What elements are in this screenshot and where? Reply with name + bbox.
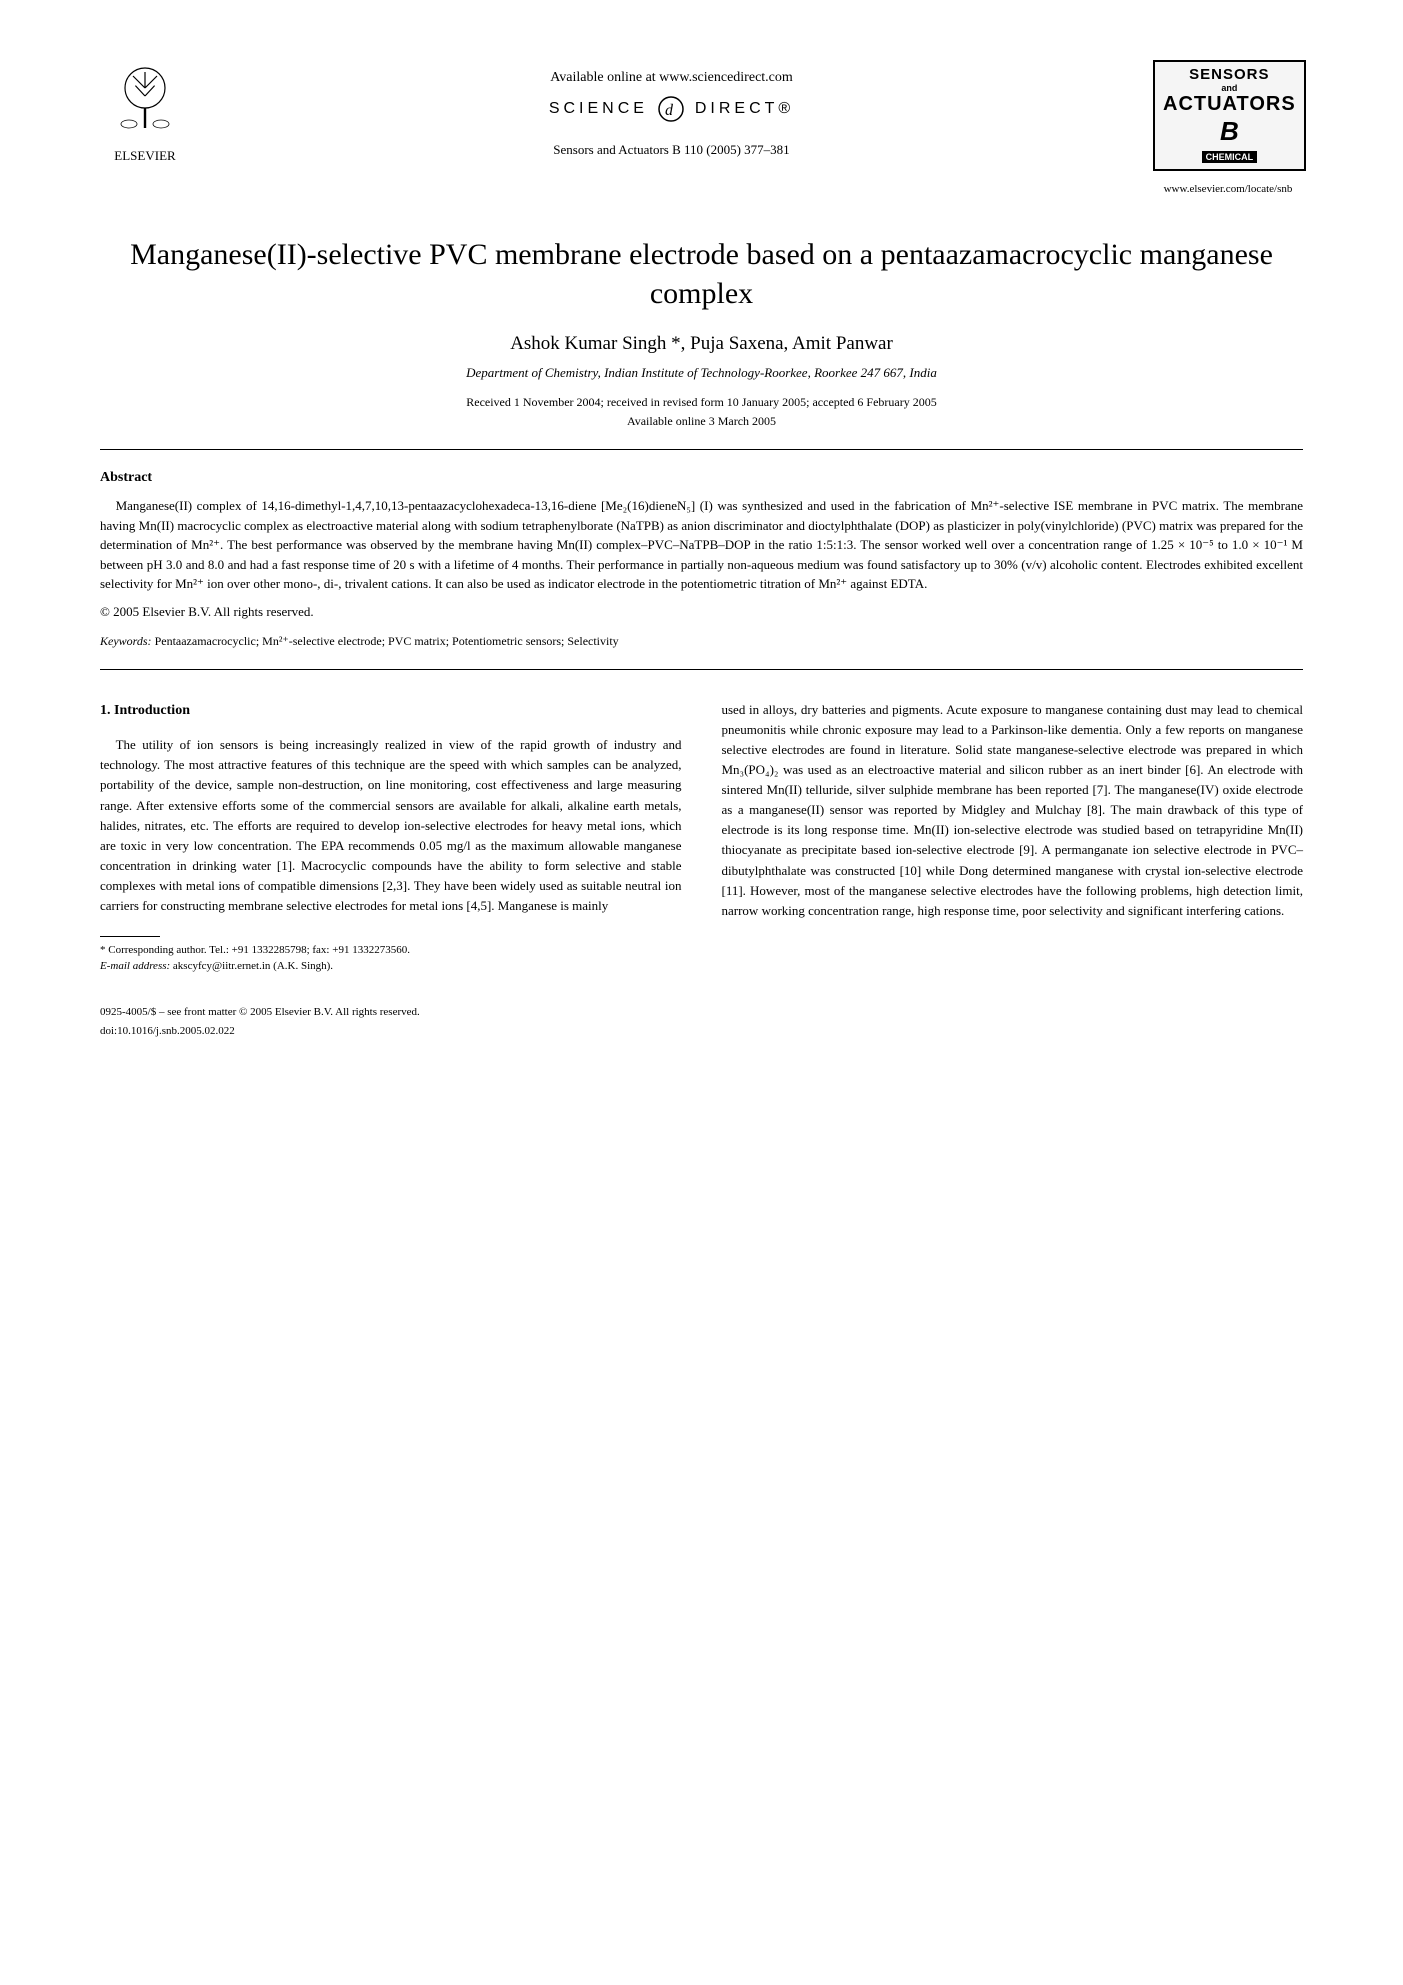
received-dates: Received 1 November 2004; received in re… [100, 395, 1303, 410]
keywords: Keywords: Pentaazamacrocyclic; Mn²⁺-sele… [100, 634, 1303, 649]
journal-actuators: ACTUATORS [1163, 93, 1296, 116]
body-columns: 1. Introduction The utility of ion senso… [100, 700, 1303, 1041]
elsevier-tree-icon [105, 60, 185, 140]
abstract-text: Manganese(II) complex of 14,16-dimethyl-… [100, 496, 1303, 594]
sciencedirect-brand: SCIENCE d DIRECT® [190, 94, 1153, 124]
intro-para-right: used in alloys, dry batteries and pigmen… [722, 700, 1304, 922]
header-center: Available online at www.sciencedirect.co… [190, 60, 1153, 158]
elsevier-text: ELSEVIER [100, 148, 190, 164]
journal-url: www.elsevier.com/locate/snb [1153, 183, 1303, 195]
journal-chemical: CHEMICAL [1202, 151, 1258, 163]
email-value: akscyfcy@iitr.ernet.in (A.K. Singh). [173, 960, 333, 972]
page-header: ELSEVIER Available online at www.science… [100, 60, 1303, 195]
sciencedirect-text: SCIENCE [549, 100, 648, 117]
elsevier-logo: ELSEVIER [100, 60, 190, 164]
left-column: 1. Introduction The utility of ion senso… [100, 700, 682, 1041]
divider [100, 669, 1303, 670]
journal-b: B [1163, 116, 1296, 147]
svg-text:d: d [665, 102, 677, 119]
email-footnote: E-mail address: akscyfcy@iitr.ernet.in (… [100, 959, 682, 974]
right-column: used in alloys, dry batteries and pigmen… [722, 700, 1304, 1041]
available-date: Available online 3 March 2005 [100, 414, 1303, 429]
intro-heading: 1. Introduction [100, 700, 682, 722]
keywords-text: Pentaazamacrocyclic; Mn²⁺-selective elec… [155, 634, 619, 648]
journal-logo-box: SENSORS and ACTUATORS B CHEMICAL [1153, 60, 1306, 171]
divider [100, 449, 1303, 450]
footnote-divider [100, 936, 160, 937]
keywords-label: Keywords: [100, 634, 152, 648]
journal-reference: Sensors and Actuators B 110 (2005) 377–3… [190, 142, 1153, 158]
email-label: E-mail address: [100, 960, 170, 972]
issn-line: 0925-4005/$ – see front matter © 2005 El… [100, 1004, 682, 1021]
authors: Ashok Kumar Singh *, Puja Saxena, Amit P… [100, 333, 1303, 355]
sciencedirect-text2: DIRECT® [695, 100, 794, 117]
article-title: Manganese(II)-selective PVC membrane ele… [100, 235, 1303, 313]
journal-sensors: SENSORS [1163, 66, 1296, 83]
corresponding-footnote: * Corresponding author. Tel.: +91 133228… [100, 943, 682, 958]
journal-logo: SENSORS and ACTUATORS B CHEMICAL www.els… [1153, 60, 1303, 195]
journal-and: and [1163, 83, 1296, 93]
abstract-heading: Abstract [100, 470, 1303, 486]
affiliation: Department of Chemistry, Indian Institut… [100, 365, 1303, 381]
intro-para-left: The utility of ion sensors is being incr… [100, 735, 682, 916]
abstract-copyright: © 2005 Elsevier B.V. All rights reserved… [100, 604, 1303, 620]
sciencedirect-icon: d [656, 94, 686, 124]
doi-line: doi:10.1016/j.snb.2005.02.022 [100, 1023, 682, 1040]
available-online-text: Available online at www.sciencedirect.co… [190, 70, 1153, 86]
